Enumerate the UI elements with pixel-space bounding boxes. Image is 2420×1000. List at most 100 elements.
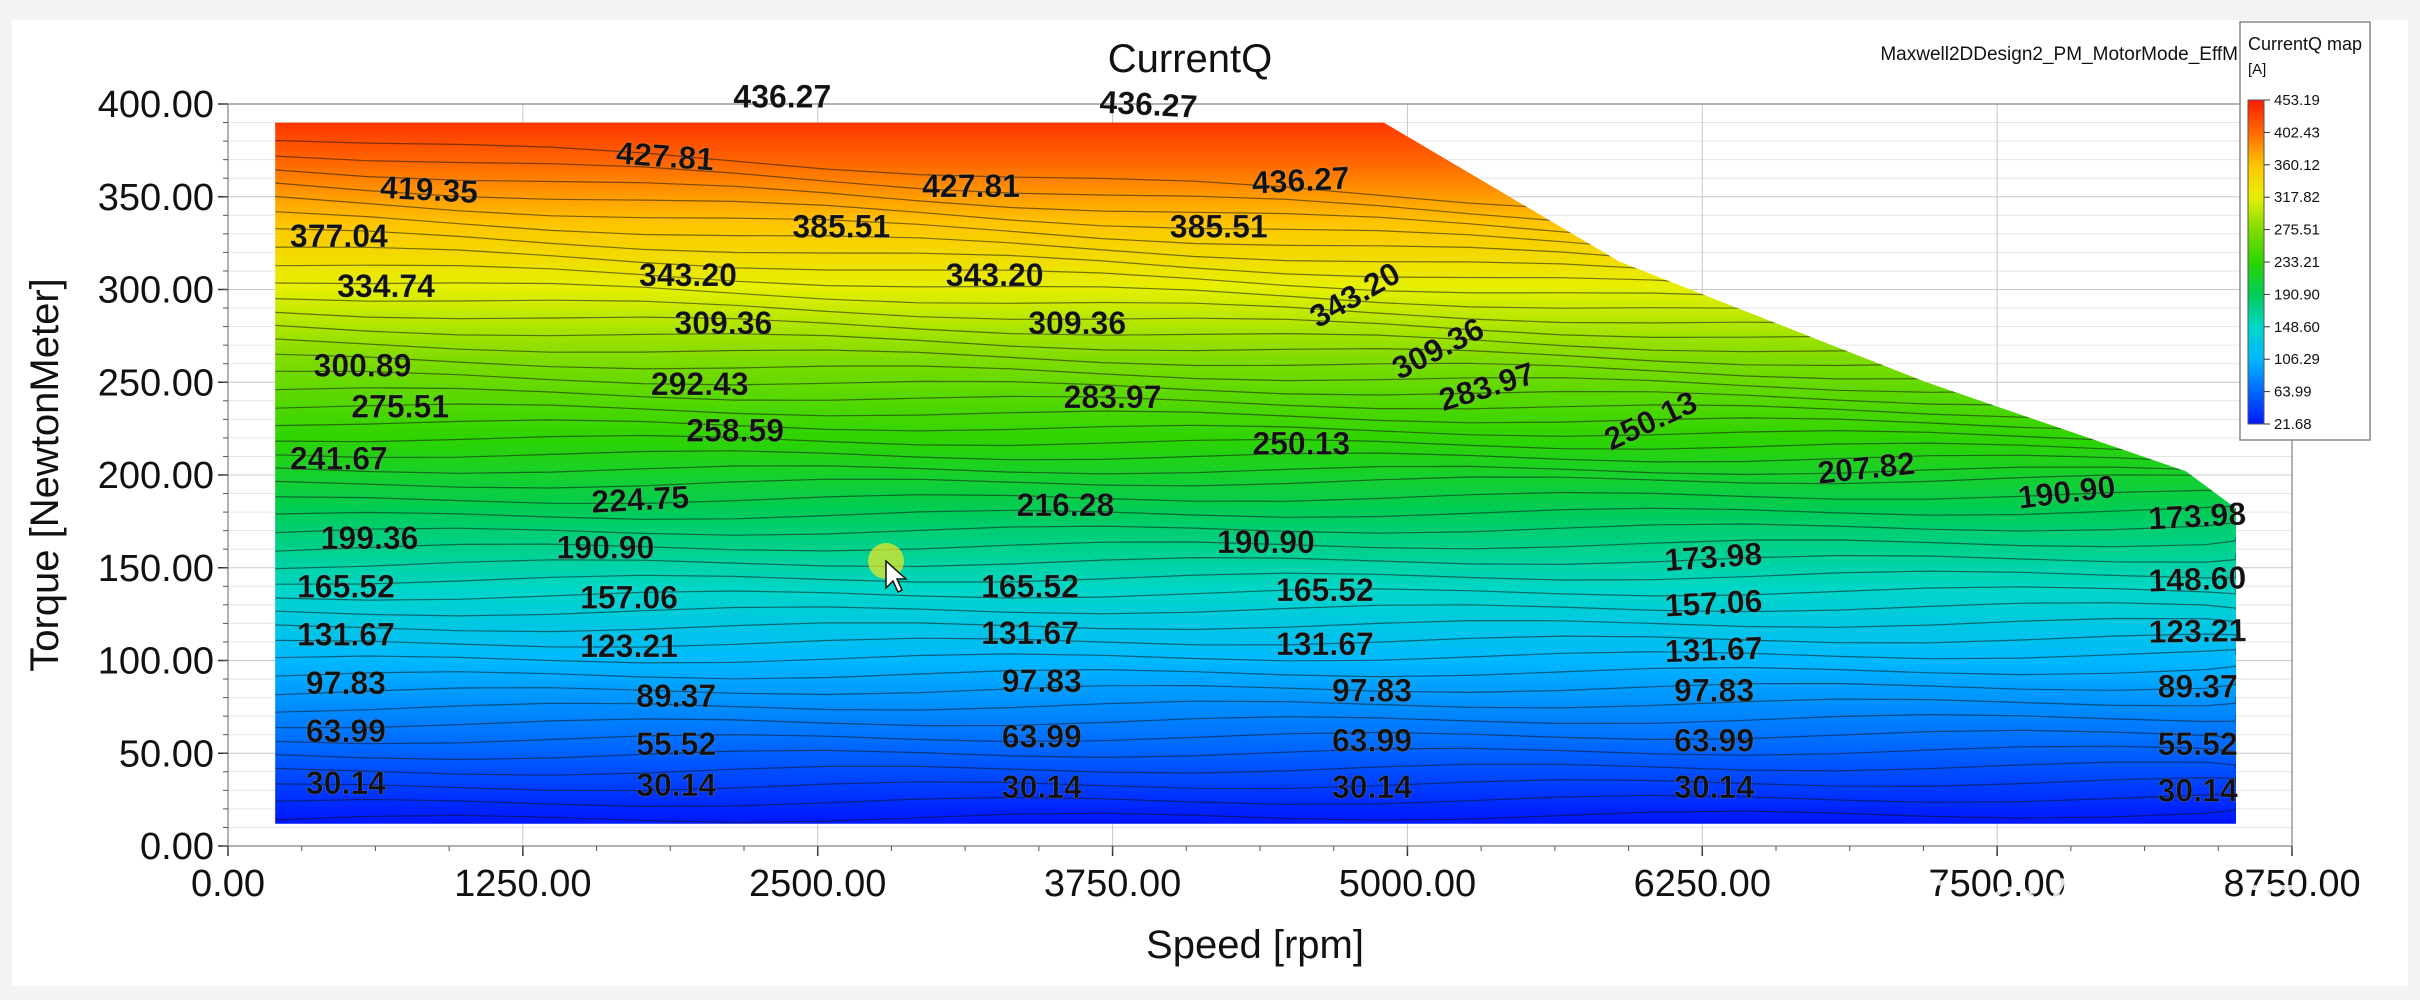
legend-tick-label: 106.29 xyxy=(2274,351,2320,368)
contour-line xyxy=(275,761,2237,776)
contour-line xyxy=(275,586,2237,601)
contour-line xyxy=(275,648,2237,664)
contour-labels: 436.27 436.27 427.81 419.35 427.81 436.27 377.… xyxy=(290,78,2248,808)
contour-line xyxy=(275,745,2237,761)
contour-label: 436.27 xyxy=(1099,84,1199,125)
contour-label: 63.99 xyxy=(1674,722,1754,758)
x-tick-label: 5000.00 xyxy=(1339,863,1476,905)
y-tick-label: 200.00 xyxy=(98,455,214,497)
contour-label: 427.81 xyxy=(615,135,715,178)
contour-label: 165.52 xyxy=(1276,572,1374,608)
contour-line xyxy=(275,713,2237,729)
contour-label: 436.27 xyxy=(733,79,831,115)
contour-label: 190.90 xyxy=(1217,524,1315,560)
x-tick-label: 2500.00 xyxy=(749,863,886,905)
contour-line xyxy=(275,434,2237,454)
contour-label: 165.52 xyxy=(297,568,395,604)
contour-label: 258.59 xyxy=(686,413,784,449)
contour-label: 173.98 xyxy=(1663,535,1763,578)
contour-line xyxy=(275,570,2237,585)
contour-label: 131.67 xyxy=(297,617,395,653)
contour-label: 377.04 xyxy=(290,218,388,254)
contour-label: 30.14 xyxy=(636,767,716,803)
legend-tick-label: 21.68 xyxy=(2274,416,2312,433)
contour-label: 309.36 xyxy=(1028,305,1126,341)
contour-label: 97.83 xyxy=(306,665,386,701)
contour-label: 224.75 xyxy=(590,479,690,520)
contour-line xyxy=(275,729,2237,745)
contour-label: 216.28 xyxy=(1016,487,1114,523)
contour-line xyxy=(275,489,2237,505)
contour-label: 275.51 xyxy=(351,388,449,424)
contour-label: 55.52 xyxy=(2158,726,2238,762)
y-tick-label: 150.00 xyxy=(98,548,214,590)
legend-tick-labels: 453.19 402.43 360.12 317.82 275.51 233.21 190.… xyxy=(2264,92,2320,433)
contour-label: 123.21 xyxy=(580,628,678,664)
contour-label: 30.14 xyxy=(2158,772,2238,808)
legend-tick-label: 275.51 xyxy=(2274,222,2320,239)
contour-label: 385.51 xyxy=(1170,209,1268,245)
contour-label: 343.20 xyxy=(639,257,737,293)
x-tick-label: 3750.00 xyxy=(1044,863,1181,905)
contour-label: 63.99 xyxy=(1332,722,1412,758)
contour-line xyxy=(275,665,2237,680)
x-tick-label: 6250.00 xyxy=(1634,863,1771,905)
y-axis-label: Torque [NewtonMeter] xyxy=(23,278,67,672)
currentq-field xyxy=(275,122,2237,824)
contour-label: 199.36 xyxy=(321,520,419,556)
y-tick-label: 400.00 xyxy=(98,84,214,126)
y-tick-label: 100.00 xyxy=(98,641,214,683)
contour-label: 190.90 xyxy=(556,529,654,565)
contour-line xyxy=(275,681,2237,696)
contour-label: 157.06 xyxy=(1664,583,1764,624)
contour-line xyxy=(275,474,2237,489)
contour-label: 292.43 xyxy=(651,366,749,402)
contour-label: 427.81 xyxy=(922,168,1020,204)
contour-label: 97.83 xyxy=(1332,672,1412,708)
legend-tick-label: 402.43 xyxy=(2274,124,2320,141)
legend-tick-label: 148.60 xyxy=(2274,319,2320,336)
contour-label: 283.97 xyxy=(1064,379,1162,415)
contour-label: 241.67 xyxy=(290,440,388,476)
contour-line xyxy=(275,776,2237,792)
contour-label: 165.52 xyxy=(981,568,1079,604)
contour-label: 30.14 xyxy=(1674,769,1754,805)
legend: CurrentQ map [A] 453.19 402.43 360.12 317.8… xyxy=(2239,21,2371,441)
contour-label: 97.83 xyxy=(1674,672,1754,708)
y-tick-label: 350.00 xyxy=(98,177,214,219)
contour-line xyxy=(275,537,2237,552)
y-tick-label: 0.00 xyxy=(140,826,214,868)
contour-line xyxy=(275,450,2237,465)
y-tick-label: 250.00 xyxy=(98,362,214,404)
contour-label: 419.35 xyxy=(379,169,479,210)
contour-line xyxy=(275,633,2237,648)
contour-label: 385.51 xyxy=(792,209,890,245)
contour-label: 148.60 xyxy=(2148,559,2247,598)
contour-line xyxy=(275,696,2237,713)
x-axis-ticks: 0.00 1250.00 2500.00 3750.00 5000.00 6250.00 7… xyxy=(191,846,2361,905)
x-axis-label: Speed [rpm] xyxy=(1146,923,1364,967)
contour-label: 343.20 xyxy=(946,257,1044,293)
contour-label: 131.67 xyxy=(1276,626,1374,662)
plot-panel: CurrentQ Maxwell2DDesign2_PM_MotorMode_E… xyxy=(12,20,2408,986)
mouse-pointer-icon xyxy=(885,559,908,594)
contour-label: 131.67 xyxy=(1664,630,1763,669)
contour-label: 63.99 xyxy=(1002,719,1082,755)
contour-line xyxy=(275,602,2237,617)
contour-label: 190.90 xyxy=(2016,468,2118,516)
contour-label: 436.27 xyxy=(1251,160,1351,201)
contour-label: 63.99 xyxy=(306,713,386,749)
contour-line xyxy=(275,465,2237,476)
x-tick-label: 8750.00 xyxy=(2223,863,2360,905)
contour-label: 30.14 xyxy=(306,765,386,801)
y-tick-label: 50.00 xyxy=(119,733,214,775)
contour-label: 55.52 xyxy=(636,726,716,762)
legend-tick-label: 360.12 xyxy=(2274,157,2320,174)
contour-label: 207.82 xyxy=(1816,445,1917,491)
contour-label: 250.13 xyxy=(1252,426,1350,462)
contour-label: 89.37 xyxy=(636,678,716,714)
contour-label: 131.67 xyxy=(981,615,1079,651)
legend-tick-label: 63.99 xyxy=(2274,384,2312,401)
currentq-contour-chart: CurrentQ Maxwell2DDesign2_PM_MotorMode_E… xyxy=(23,21,2371,967)
contour-label: 334.74 xyxy=(337,268,435,304)
